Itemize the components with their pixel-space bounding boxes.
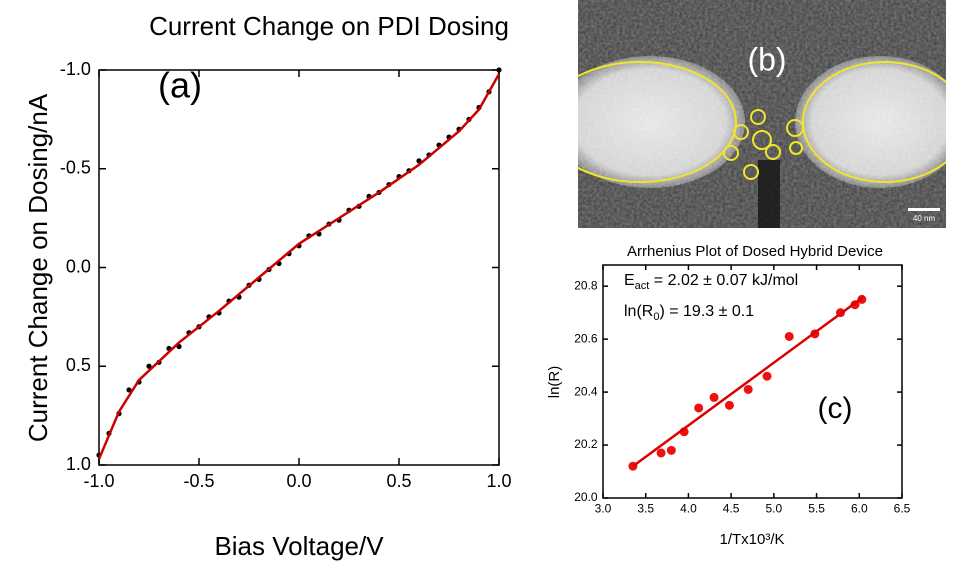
x-tick-label: 1.0 — [486, 471, 511, 491]
plot-frame — [98, 69, 500, 466]
y-tick-label: 20.2 — [574, 437, 598, 451]
y-tick-label: 20.8 — [574, 278, 598, 292]
data-point — [694, 403, 704, 413]
data-point — [666, 445, 676, 455]
annotation: Eact = 2.02 ± 0.07 kJ/mol — [624, 272, 798, 292]
y-tick-label: 0.0 — [66, 256, 91, 276]
data-point — [126, 387, 132, 393]
annotation-subscript: 0 — [653, 311, 659, 323]
data-point — [709, 392, 719, 402]
micrograph — [578, 0, 946, 228]
annotation-text: = 2.02 ± 0.07 kJ/mol — [649, 272, 798, 289]
chart-title: Current Change on PDI Dosing — [149, 11, 509, 41]
annotation-text: ln(R — [624, 303, 653, 320]
data-point — [743, 384, 753, 394]
y-axis-label: ln(R) — [546, 366, 563, 399]
x-tick-label: 4.0 — [680, 502, 697, 516]
y-tick-label: 0.5 — [66, 355, 91, 375]
y-tick-label: -0.5 — [60, 158, 91, 178]
annotation-subscript: act — [635, 280, 650, 292]
panel-label: (a) — [158, 65, 202, 106]
data-point — [656, 448, 666, 458]
x-tick-label: 0.5 — [386, 471, 411, 491]
scale-bar-label: 40 nm — [913, 214, 936, 223]
y-tick-label: 1.0 — [66, 454, 91, 474]
x-axis-label: 1/Tx10³/K — [719, 531, 784, 548]
fit-line — [632, 295, 865, 468]
chart-title: Arrhenius Plot of Dosed Hybrid Device — [627, 243, 883, 260]
x-tick-label: 3.5 — [637, 502, 654, 516]
x-axis-label: Bias Voltage/V — [214, 531, 384, 561]
x-tick-label: 6.0 — [851, 502, 868, 516]
x-tick-label: 4.5 — [723, 502, 740, 516]
y-tick-label: 20.6 — [574, 331, 598, 345]
y-tick-label: -1.0 — [60, 59, 91, 79]
y-axis-label: Current Change on Dosing/nA — [23, 93, 53, 442]
data-point — [762, 371, 772, 381]
x-tick-label: 6.5 — [894, 502, 911, 516]
x-tick-label: -1.0 — [83, 471, 114, 491]
data-point — [496, 67, 502, 73]
fit-line — [97, 73, 501, 460]
annotation: ln(R0) = 19.3 ± 0.1 — [624, 303, 754, 323]
panel-label: (b) — [747, 41, 786, 77]
x-tick-label: 0.0 — [286, 471, 311, 491]
data-point — [784, 331, 794, 341]
y-tick-label: 20.0 — [574, 490, 598, 504]
x-tick-label: 5.5 — [808, 502, 825, 516]
x-tick-label: 5.0 — [766, 502, 783, 516]
x-tick-label: -0.5 — [183, 471, 214, 491]
data-point — [146, 363, 152, 369]
data-point — [724, 400, 734, 410]
plot-frame — [602, 264, 903, 499]
panel-label: (c) — [818, 392, 853, 425]
annotation-text: E — [624, 272, 635, 289]
y-tick-label: 20.4 — [574, 384, 598, 398]
x-tick-label: 3.0 — [595, 502, 612, 516]
annotation-text: ) = 19.3 ± 0.1 — [659, 303, 754, 320]
